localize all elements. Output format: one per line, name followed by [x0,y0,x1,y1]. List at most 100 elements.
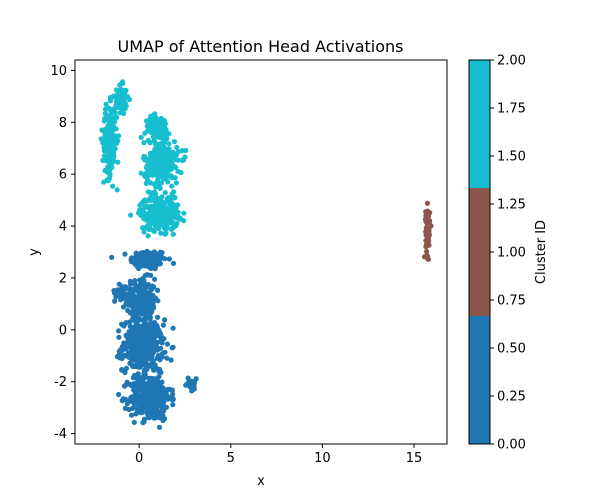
scatter-point [170,391,176,397]
scatter-point [145,256,151,262]
scatter-point [125,307,131,314]
y-tick-label: -4 [54,427,67,442]
scatter-point [169,387,175,393]
y-tick-label: -2 [54,375,67,390]
scatter-point [151,207,157,213]
scatter-point [162,317,168,323]
scatter-point [160,176,166,182]
scatter-point [138,170,144,176]
scatter-point [150,217,156,223]
scatter-point [127,281,134,287]
y-axis: -4 -2 0 2 4 6 8 10 [50,64,75,442]
scatter-point [130,363,136,369]
scatter-point [160,322,166,328]
scatter-point [108,131,114,137]
scatter-point [111,153,117,159]
x-tick-label: 0 [135,451,143,466]
scatter-point [146,289,152,296]
scatter-point [169,196,175,202]
scatter-point [116,281,122,287]
scatter-point [162,190,168,196]
scatter-point [132,278,138,284]
scatter-point [152,412,158,418]
scatter-point [133,250,139,256]
x-tick-label: 5 [227,451,235,466]
scatter-point [148,251,154,258]
scatter-point [141,306,147,312]
scatter-point [129,317,135,323]
scatter-point [102,106,109,112]
scatter-point [123,300,129,306]
colorbar-tick-label: 1.00 [497,246,526,261]
scatter-point [162,166,168,172]
scatter-point [107,127,113,133]
scatter-point [133,411,139,417]
scatter-point [149,152,155,158]
colorbar-tick-label: 1.50 [497,150,526,165]
scatter-point [151,402,157,408]
scatter-point [138,207,145,213]
scatter-point [123,365,129,371]
cluster-1-points [421,200,434,262]
scatter-point [424,200,431,206]
y-tick-label: 8 [59,116,67,131]
scatter-point [169,345,175,351]
scatter-point [424,248,430,255]
scatter-point [181,210,187,216]
scatter-point [105,168,111,174]
scatter-point [98,136,104,142]
y-tick-label: 0 [59,323,67,338]
scatter-point [131,419,137,425]
scatter-point [150,376,156,382]
colorbar-tick-label: 2.00 [497,54,526,69]
scatter-point [151,130,157,136]
scatter-point [141,416,148,422]
colorbar-tick-label: 0.50 [497,342,526,357]
y-tick-label: 10 [50,64,67,79]
scatter-point [173,180,179,186]
scatter-point [147,203,153,210]
scatter-point [144,322,150,328]
scatter-point [158,250,164,256]
scatter-point [109,143,115,149]
scatter-point [105,178,111,184]
scatter-point [128,294,135,300]
scatter-point [119,98,125,104]
scatter-point [160,407,166,413]
scatter-point [161,139,167,145]
scatter-point [103,101,109,107]
scatter-point [154,195,160,201]
scatter-point [166,173,172,179]
scatter-point [183,147,189,154]
scatter-point [424,215,430,222]
scatter-point [129,311,135,318]
scatter-point [136,402,142,408]
scatter-point [120,396,126,402]
scatter-point [152,380,158,387]
scatter-point [166,141,172,147]
scatter-point [143,180,149,186]
scatter-point [189,382,195,388]
scatter-point [101,118,107,124]
scatter-point [137,335,144,341]
scatter-point [148,113,154,119]
scatter-point [145,137,151,143]
scatter-point [172,207,178,213]
scatter-point [159,340,165,346]
scatter-point [155,287,161,293]
scatter-point [157,130,163,136]
scatter-point [113,87,119,93]
scatter-point [133,285,139,291]
scatter-point [133,390,139,396]
scatter-point [179,148,185,154]
scatter-point [142,263,148,269]
scatter-point [167,165,173,171]
scatter-point [136,379,142,385]
scatter-point [165,386,171,393]
scatter-point [133,386,139,392]
x-axis: 0 5 10 15 [135,444,422,466]
scatter-point [147,386,153,392]
scatter-point [139,310,145,316]
scatter-point [147,306,153,312]
scatter-point [174,144,180,150]
